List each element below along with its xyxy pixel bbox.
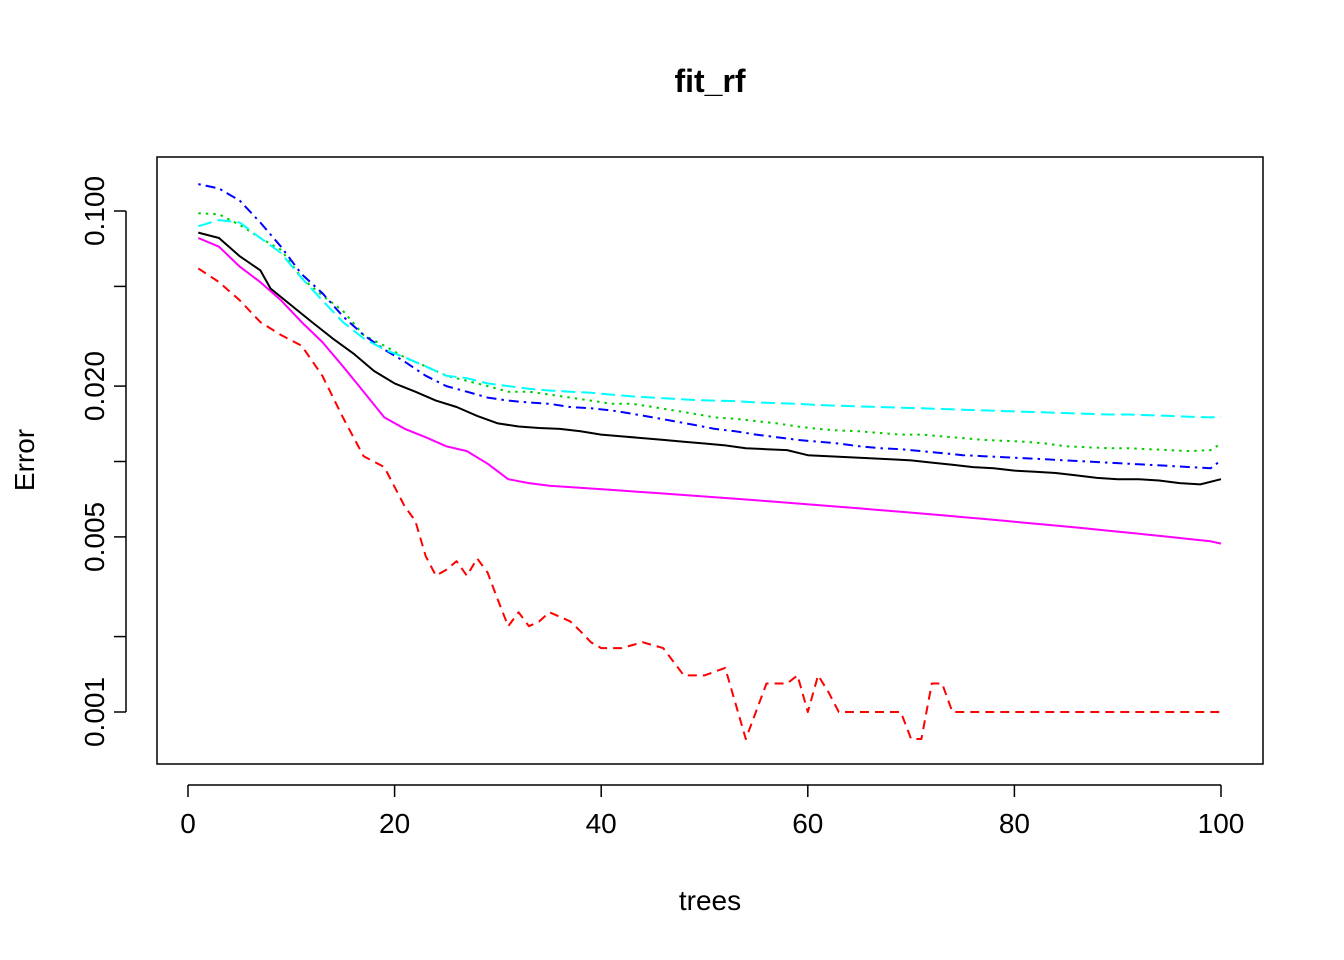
series-layer <box>197 183 1222 740</box>
series-line-5 <box>198 219 1222 419</box>
y-axis: 0.001 0.005 0.020 0.100 <box>79 176 127 747</box>
series-line-4 <box>198 183 1222 470</box>
x-tick-label: 80 <box>999 808 1030 839</box>
chart-title: fit_rf <box>674 63 745 99</box>
x-tick-label: 40 <box>586 808 617 839</box>
x-tick-label: 0 <box>180 808 196 839</box>
x-axis: 0 20 40 60 80 100 <box>180 784 1245 839</box>
y-axis-label: Error <box>9 429 40 491</box>
x-axis-label: trees <box>679 885 741 916</box>
y-tick-label: 0.020 <box>79 351 110 421</box>
y-tick-label: 0.005 <box>79 502 110 572</box>
x-tick-label: 100 <box>1198 808 1245 839</box>
series-line-6 <box>197 237 1222 545</box>
x-tick-label: 20 <box>379 808 410 839</box>
x-tick-label: 60 <box>792 808 823 839</box>
plot-frame <box>156 156 1264 765</box>
y-tick-label: 0.100 <box>79 176 110 246</box>
series-line-1 <box>198 231 1222 486</box>
series-line-3 <box>198 212 1222 453</box>
series-line-2 <box>197 267 1221 740</box>
y-tick-label: 0.001 <box>79 677 110 747</box>
